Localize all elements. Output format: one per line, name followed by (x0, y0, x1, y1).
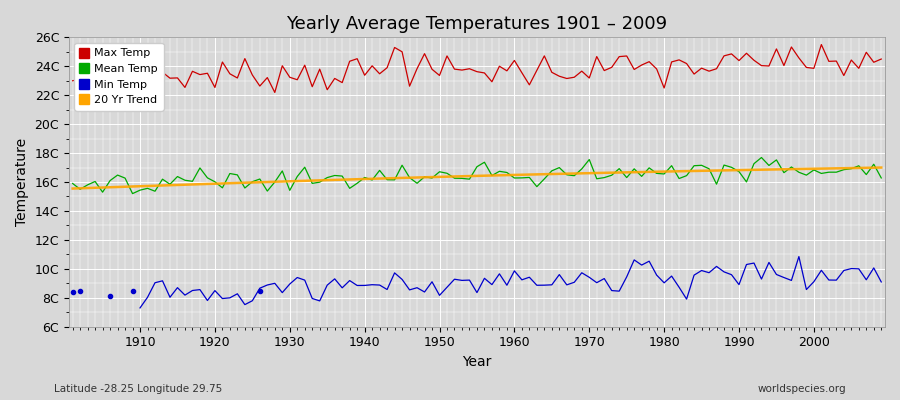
Title: Yearly Average Temperatures 1901 – 2009: Yearly Average Temperatures 1901 – 2009 (286, 15, 668, 33)
X-axis label: Year: Year (463, 355, 491, 369)
Text: worldspecies.org: worldspecies.org (758, 384, 846, 394)
Legend: Max Temp, Mean Temp, Min Temp, 20 Yr Trend: Max Temp, Mean Temp, Min Temp, 20 Yr Tre… (75, 43, 164, 111)
Y-axis label: Temperature: Temperature (15, 138, 29, 226)
Text: Latitude -28.25 Longitude 29.75: Latitude -28.25 Longitude 29.75 (54, 384, 222, 394)
